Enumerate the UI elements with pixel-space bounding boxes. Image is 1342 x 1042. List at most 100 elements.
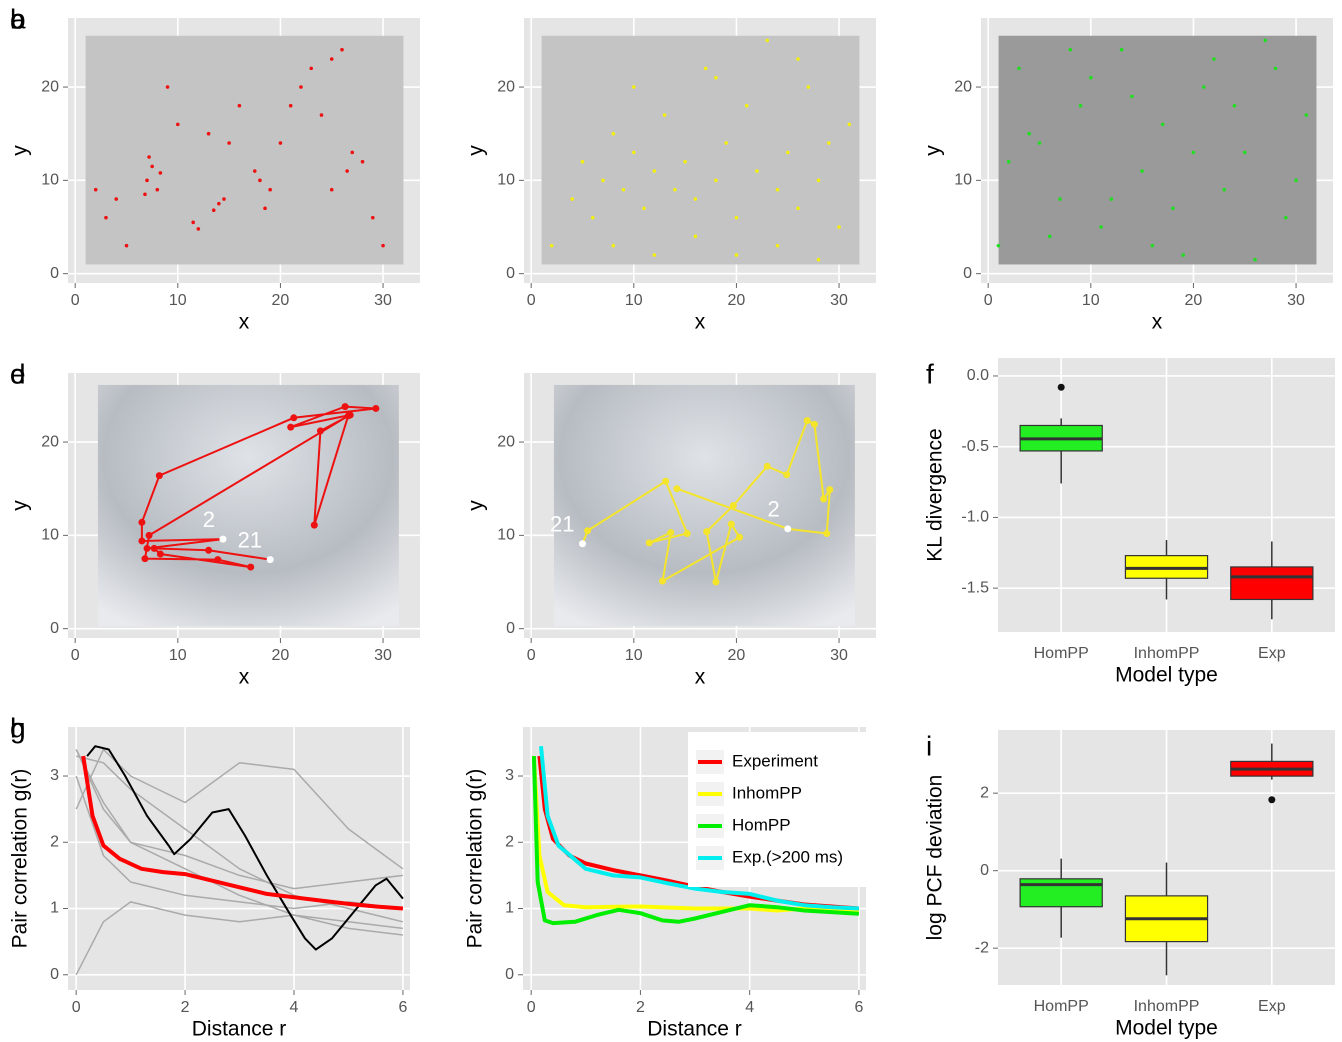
y-tick-label: 1 <box>505 900 514 917</box>
fixation-point <box>222 197 226 201</box>
y-tick-label: 10 <box>497 527 515 544</box>
fixation-point <box>826 486 834 494</box>
legend-label: Exp.(>200 ms) <box>732 847 843 866</box>
fixation-point <box>837 225 841 229</box>
fixation-point <box>1222 187 1227 192</box>
fixation-point <box>1037 141 1042 145</box>
y-tick-label: 0 <box>506 265 515 282</box>
panel-label: e <box>10 358 26 389</box>
fixation-number: 2 <box>203 507 215 532</box>
fixation-point <box>796 206 800 211</box>
fixation-point <box>206 131 211 136</box>
fixation-point <box>227 141 231 145</box>
fixation-point <box>806 85 811 89</box>
x-tick-label: 0 <box>72 999 81 1016</box>
y-tick-label: 0 <box>963 265 972 282</box>
x-axis-title: Distance r <box>647 1018 742 1041</box>
fixation-point <box>796 57 800 61</box>
fixation-number: 2 <box>767 497 779 522</box>
fixation-point <box>1109 197 1114 201</box>
fixation-point <box>310 521 318 529</box>
legend-label: HomPP <box>732 815 791 834</box>
y-tick-label: 20 <box>497 433 515 450</box>
fixation-point <box>847 122 852 127</box>
fixation-point <box>1181 253 1185 257</box>
y-tick-label: 10 <box>954 172 972 189</box>
y-axis-title: log PCF deviation <box>924 775 947 941</box>
fixation-point <box>340 47 344 52</box>
fixation-point <box>1160 122 1165 127</box>
fixation-point <box>1201 85 1206 89</box>
panel: 0 10 20 0 10 20 30 d x y 2 21 <box>9 358 420 689</box>
fixation-point <box>667 529 675 537</box>
fixation-point <box>775 243 780 248</box>
line <box>76 755 404 923</box>
fixation-point <box>775 187 780 192</box>
fixation-point <box>662 113 667 117</box>
panel-label: h <box>10 712 26 743</box>
fixation-point <box>703 66 708 71</box>
line <box>531 756 860 926</box>
fixation-point <box>258 178 262 183</box>
fixation-point <box>632 85 636 89</box>
fixation-point <box>1099 225 1103 229</box>
panel-label: a <box>10 3 26 34</box>
fixation-point <box>150 164 154 169</box>
fixation-point <box>266 556 274 564</box>
fixation-point <box>996 243 1001 248</box>
fixation-point <box>584 527 592 535</box>
panel-label: g <box>10 712 26 743</box>
fixation-point <box>372 404 380 412</box>
fixation-point <box>344 412 352 420</box>
x-tick-label: 0 <box>71 292 80 309</box>
x-axis-title: x <box>1152 311 1163 334</box>
fixation-point <box>785 150 790 155</box>
fixation-point <box>165 85 170 89</box>
x-tick-label: 0 <box>527 647 536 664</box>
x-tick-label: InhomPP <box>1134 645 1200 662</box>
fixation-point <box>580 159 585 164</box>
y-tick-label: 20 <box>41 433 59 450</box>
fixation-point <box>693 234 698 239</box>
legend-label: Experiment <box>732 751 818 770</box>
fixation-point <box>712 578 720 586</box>
fixation-point <box>823 529 831 537</box>
density-map <box>998 35 1317 265</box>
fixation-point <box>673 187 677 192</box>
fixation-point <box>114 197 119 201</box>
fixation-point <box>155 472 163 480</box>
line <box>81 755 404 911</box>
outlier <box>1057 383 1065 391</box>
fixation-point <box>1242 150 1247 155</box>
fixation-point <box>370 215 375 220</box>
fixation-point <box>211 208 216 213</box>
y-tick-label: 10 <box>41 527 59 544</box>
y-tick-label: 0 <box>50 966 59 983</box>
fixation-point <box>138 518 146 526</box>
fixation-point <box>714 75 718 80</box>
x-tick-label: 10 <box>625 647 643 664</box>
y-tick-label: 3 <box>50 767 59 784</box>
x-tick-label: HomPP <box>1034 645 1089 662</box>
fixation-point <box>268 187 272 192</box>
fixation-point <box>611 243 616 248</box>
panel: 0 1 2 3 0 2 4 6 h Distance r Pair correlation g(r)… <box>10 712 866 1041</box>
fixation-point <box>1140 169 1144 173</box>
fixation-point <box>578 540 586 548</box>
fixation-point <box>1283 215 1288 220</box>
fixation-point <box>820 495 828 503</box>
x-tick-label: 2 <box>636 999 645 1016</box>
x-tick-label: 2 <box>181 999 190 1016</box>
fixation-point <box>124 243 129 248</box>
x-axis-title: x <box>239 311 250 334</box>
fixation-point <box>703 528 711 536</box>
x-tick-label: 30 <box>374 647 392 664</box>
fixation-point <box>763 462 771 470</box>
fixation-point <box>683 529 691 537</box>
box <box>1019 878 1103 908</box>
panel-label: i <box>926 730 932 761</box>
fixation-point <box>350 150 355 155</box>
fixation-point <box>744 103 749 108</box>
fixation-point <box>1232 103 1237 108</box>
